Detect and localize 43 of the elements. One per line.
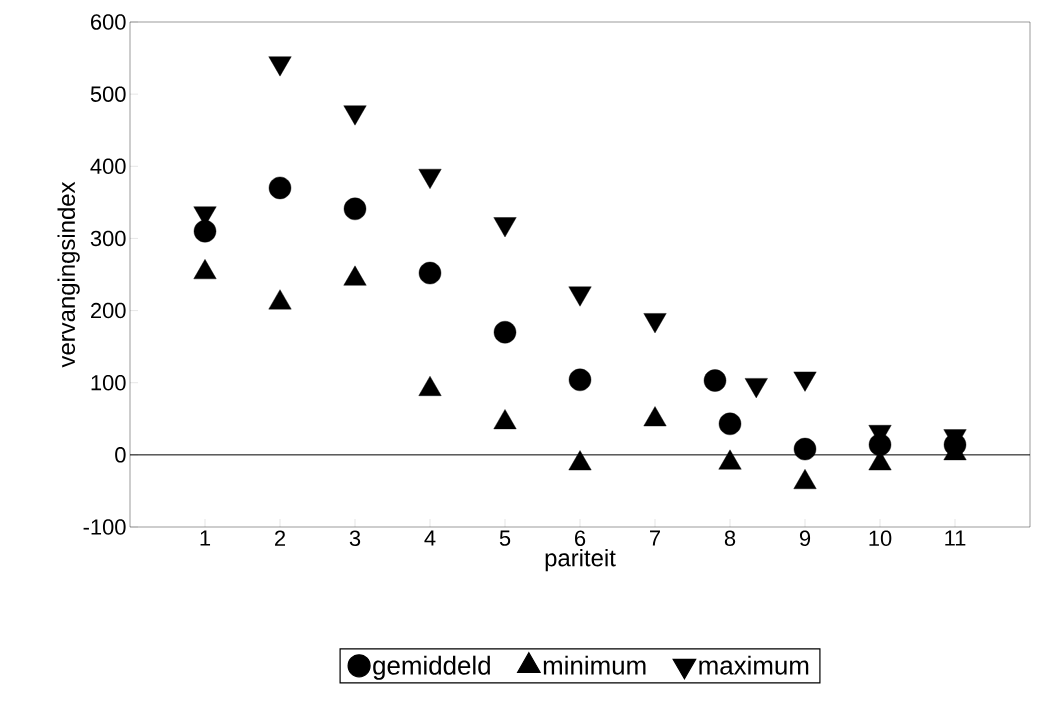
point: [493, 321, 517, 344]
point: [868, 433, 892, 456]
legend-label: maximum: [699, 655, 809, 675]
x-tick-label: 1: [200, 530, 211, 546]
x-tick-label: 6: [575, 530, 586, 547]
point: [568, 368, 592, 392]
point: [418, 168, 442, 189]
y-tick-label: 500: [90, 86, 126, 102]
x-tick-label: 5: [499, 530, 511, 546]
x-tick-label: 7: [650, 530, 661, 546]
point: [343, 197, 367, 221]
x-tick-label: 11: [945, 530, 966, 546]
x-tick-label: 2: [275, 530, 285, 546]
y-tick-label: 400: [90, 158, 126, 175]
y-tick-label: 300: [90, 230, 126, 247]
x-tick-label: 8: [724, 530, 736, 547]
x-tick-label: 4: [424, 530, 436, 546]
y-tick-label: -100: [83, 519, 126, 535]
point: [343, 105, 367, 126]
x-tick-label: 10: [869, 530, 892, 547]
y-tick-label: 0: [115, 447, 126, 463]
point: [943, 433, 967, 456]
point: [418, 261, 442, 285]
legend-label: gemiddeld: [373, 655, 490, 680]
point: [268, 176, 292, 200]
point: [793, 437, 817, 461]
y-tick-label: 100: [91, 374, 126, 391]
x-axis-title: pariteit: [545, 548, 616, 572]
y-tick-label: 600: [91, 14, 126, 30]
point: [718, 449, 742, 470]
point: [703, 369, 727, 392]
legend-label: minimum: [543, 655, 646, 675]
x-tick-label: 3: [349, 530, 361, 547]
point: [718, 412, 742, 436]
point: [793, 469, 817, 489]
y-axis-title: vervangingsindex: [57, 181, 80, 368]
point: [493, 409, 517, 430]
x-tick-label: 9: [799, 530, 811, 547]
y-tick-label: 200: [91, 302, 126, 319]
point: [268, 56, 292, 77]
point: [643, 406, 667, 427]
point: [193, 220, 217, 243]
point: [568, 450, 592, 471]
